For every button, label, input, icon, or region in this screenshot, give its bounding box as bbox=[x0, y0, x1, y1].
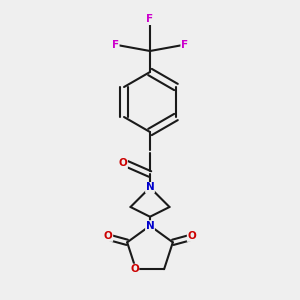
Text: F: F bbox=[146, 14, 154, 25]
Text: O: O bbox=[104, 231, 112, 241]
Text: O: O bbox=[188, 231, 196, 241]
Text: F: F bbox=[112, 40, 119, 50]
Text: O: O bbox=[130, 264, 139, 274]
Text: O: O bbox=[118, 158, 127, 169]
Text: N: N bbox=[146, 182, 154, 193]
Text: F: F bbox=[181, 40, 188, 50]
Text: N: N bbox=[146, 221, 154, 231]
